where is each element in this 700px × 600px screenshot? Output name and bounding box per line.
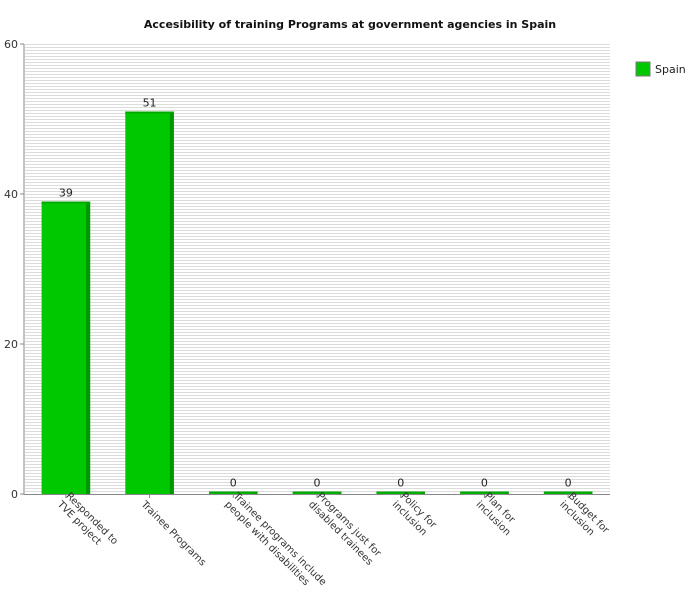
bar-top [41, 201, 91, 204]
grid-lines [25, 44, 610, 495]
data-label: 51 [143, 97, 157, 110]
y-tick-label: 20 [4, 338, 18, 351]
axes [20, 43, 610, 498]
x-tick-label-line: Trainee Programs [138, 498, 208, 568]
y-tick-label: 40 [4, 188, 18, 201]
bar-shade [86, 201, 91, 494]
data-label: 0 [481, 477, 488, 490]
bar-top [543, 491, 593, 494]
bar-top [209, 491, 258, 494]
bars [41, 111, 593, 494]
data-label: 39 [59, 187, 73, 200]
bar-top [460, 491, 509, 494]
x-tick-label-line: people with disabilities [222, 499, 311, 588]
bar-top [125, 111, 174, 114]
y-tick-label: 0 [11, 488, 18, 501]
bar-top [376, 491, 425, 494]
legend-label: Spain [655, 63, 686, 76]
bar-shade [169, 111, 174, 494]
data-label: 0 [230, 477, 237, 490]
bar [41, 201, 91, 494]
y-tick-label: 60 [4, 38, 18, 51]
bar [125, 111, 174, 494]
data-label: 0 [397, 477, 404, 490]
chart-title: Accesibility of training Programs at gov… [143, 18, 557, 31]
legend-swatch [635, 61, 651, 77]
bar-top [292, 491, 342, 494]
x-tick-label: Trainee Programs [138, 498, 208, 568]
data-label: 0 [565, 477, 572, 490]
data-label: 0 [314, 477, 321, 490]
legend: Spain [635, 61, 686, 77]
